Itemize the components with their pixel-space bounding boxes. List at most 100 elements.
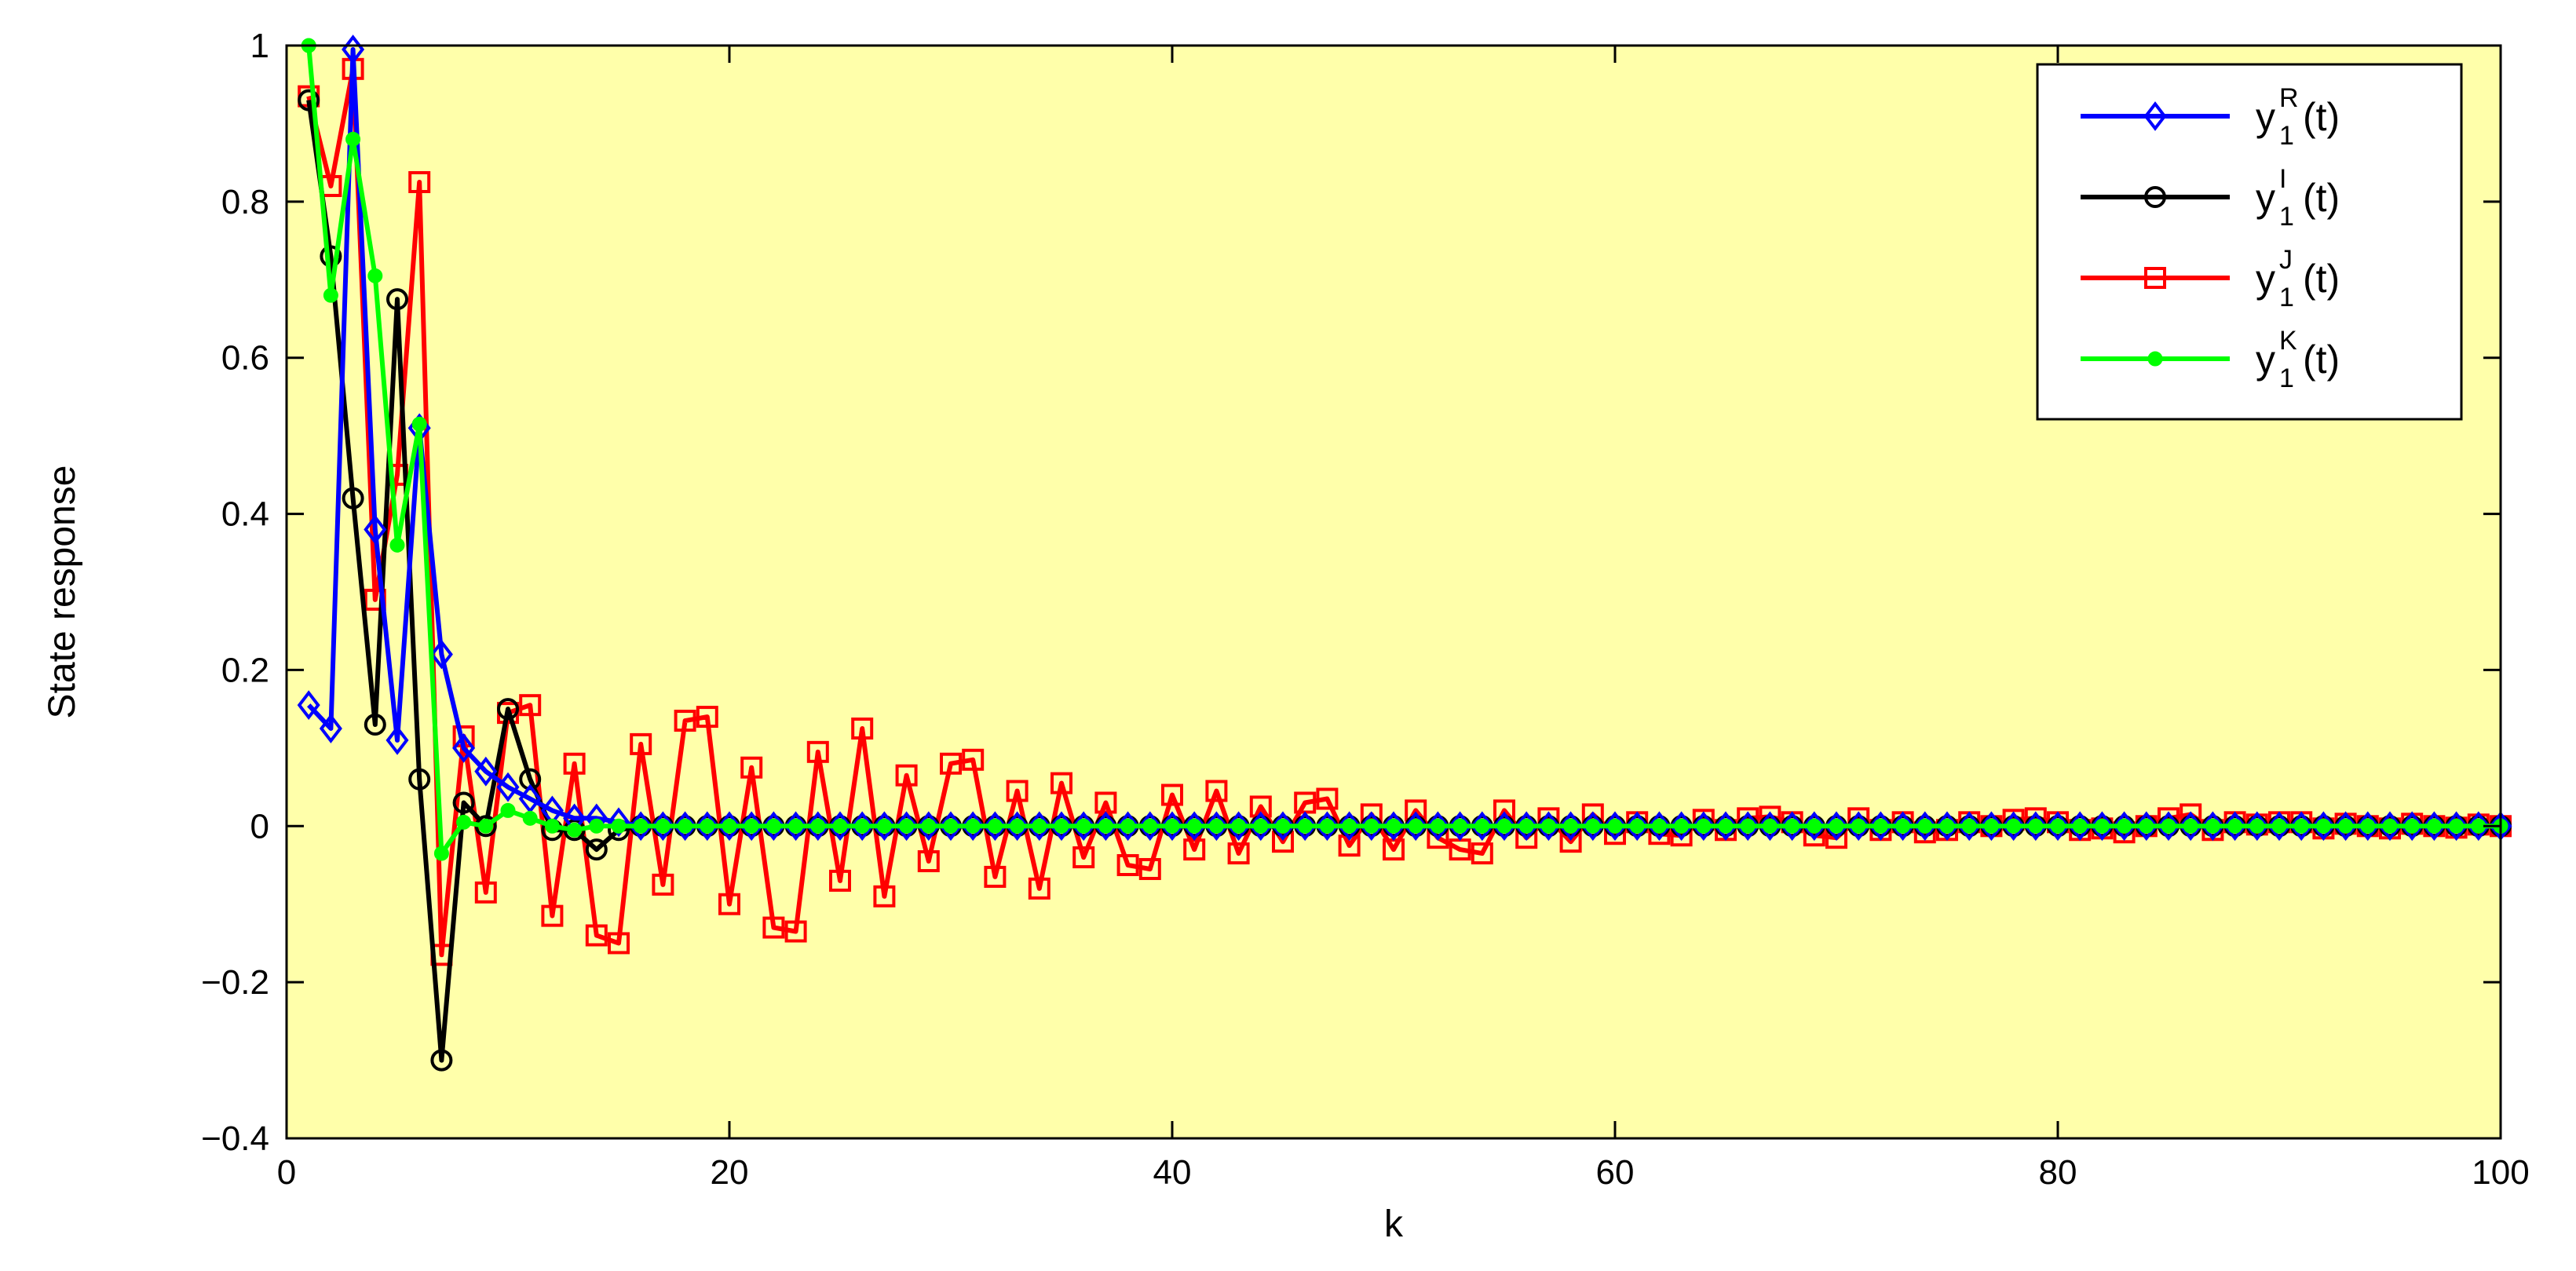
data-point — [1360, 811, 1383, 842]
legend-label: y — [2256, 338, 2275, 382]
data-point — [2338, 818, 2354, 834]
data-point — [2289, 811, 2313, 842]
data-point — [2072, 818, 2088, 834]
data-point — [961, 811, 985, 842]
data-point — [1050, 811, 1073, 842]
data-point — [744, 818, 759, 834]
y-tick-label: 0 — [250, 807, 269, 846]
data-point — [1072, 846, 1095, 869]
data-point — [829, 869, 851, 892]
data-point — [1515, 811, 1538, 842]
data-point — [987, 818, 1003, 834]
data-point — [1382, 811, 1405, 842]
data-point — [1028, 877, 1050, 900]
data-point — [2205, 818, 2220, 834]
data-point — [389, 537, 405, 553]
data-point — [1957, 811, 1981, 842]
data-point — [810, 818, 826, 834]
data-point — [2002, 811, 2026, 842]
data-point — [2006, 818, 2022, 834]
data-point — [1072, 811, 1095, 842]
data-point — [630, 732, 652, 755]
data-point — [608, 932, 630, 955]
data-point — [1629, 818, 1645, 834]
legend-label: y — [2256, 176, 2275, 220]
data-point — [1275, 818, 1291, 834]
data-point — [1138, 857, 1161, 880]
data-point — [1386, 818, 1401, 834]
data-point — [1873, 818, 1888, 834]
data-point — [1094, 811, 1117, 842]
data-point — [297, 690, 320, 721]
plot-frame — [285, 44, 2502, 1140]
data-point — [1718, 818, 1734, 834]
data-point — [2360, 818, 2376, 834]
data-point — [873, 885, 896, 908]
data-point — [2378, 811, 2402, 842]
data-point — [1803, 811, 1826, 842]
data-point — [1208, 818, 1224, 834]
data-point — [411, 416, 427, 432]
y-tick-label: 1 — [250, 27, 269, 65]
legend-label-sub: 1 — [2279, 121, 2294, 151]
data-point — [652, 873, 674, 896]
data-point — [1315, 811, 1339, 842]
data-point — [765, 818, 781, 834]
data-point — [1603, 811, 1627, 842]
data-point — [1829, 818, 1844, 834]
data-point — [2422, 811, 2446, 842]
data-point — [1607, 818, 1623, 834]
data-point — [585, 924, 608, 947]
data-point — [1714, 811, 1737, 842]
data-point — [433, 846, 449, 861]
data-point — [696, 811, 719, 842]
data-point — [1010, 818, 1025, 834]
data-point — [2050, 818, 2066, 834]
data-point — [1120, 818, 1136, 834]
data-point — [1227, 842, 1250, 865]
data-point — [364, 714, 386, 736]
data-point — [1674, 818, 1690, 834]
data-point — [806, 811, 830, 842]
data-point — [2404, 818, 2420, 834]
data-point — [1054, 818, 1069, 834]
legend-entry: y J 1 (t) — [2081, 245, 2340, 312]
data-point — [740, 756, 763, 779]
tick-layer: 0 20 40 60 80 100 −0.4 −0.2 0 0.2 0.4 0.6 0.8 1 — [201, 27, 2530, 1192]
y-tick-label: −0.2 — [201, 963, 269, 1002]
data-point — [585, 838, 608, 861]
data-point — [456, 814, 472, 830]
data-point — [1961, 818, 1977, 834]
data-point — [651, 811, 674, 842]
data-point — [1847, 811, 1870, 842]
data-point — [2028, 818, 2044, 834]
data-point — [2271, 818, 2287, 834]
data-point — [696, 706, 718, 729]
data-point — [319, 714, 342, 743]
data-point — [1563, 818, 1579, 834]
series-layer — [297, 35, 2512, 1072]
data-point — [563, 752, 586, 775]
data-point — [1138, 811, 1162, 842]
data-point — [700, 818, 715, 834]
y-tick-label: 0.8 — [221, 183, 269, 221]
data-point — [740, 811, 763, 842]
data-point — [1006, 811, 1029, 842]
data-point — [1736, 811, 1759, 842]
data-point — [2426, 818, 2442, 834]
data-point — [1426, 811, 1449, 842]
data-point — [1496, 818, 1512, 834]
data-point — [541, 904, 564, 927]
data-point — [2315, 818, 2331, 834]
data-point — [784, 920, 807, 943]
data-point — [1851, 818, 1866, 834]
data-point — [940, 752, 962, 775]
series-line — [306, 45, 2501, 856]
data-point — [921, 818, 937, 834]
data-point — [1408, 818, 1423, 834]
data-point — [320, 245, 342, 268]
data-point — [2201, 811, 2224, 842]
data-point — [1917, 818, 1933, 834]
data-point — [1116, 811, 1140, 842]
data-point — [1404, 811, 1427, 842]
